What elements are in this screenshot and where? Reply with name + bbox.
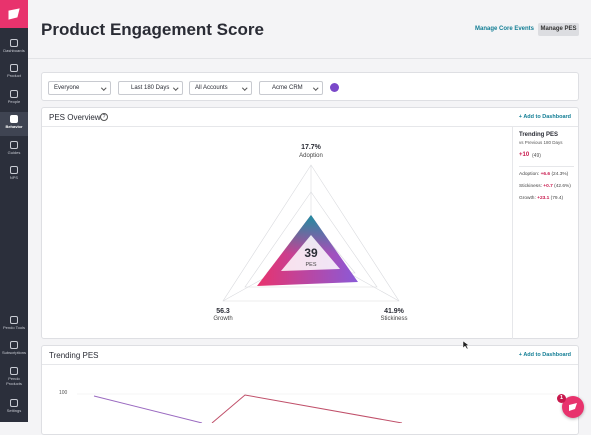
nav-item[interactable]: NPS: [0, 163, 28, 187]
trending-row: Stickiness: +0.7 (42.6%): [519, 184, 579, 196]
nav-label: Settings: [6, 408, 22, 413]
nav-item[interactable]: Subscriptions: [0, 338, 28, 362]
sidebar: Dashboards Product People Behavior Guides NPS…: [0, 0, 28, 422]
nav-icon: [10, 316, 18, 324]
account-dropdown[interactable]: All Accounts: [189, 81, 252, 95]
row-value: (79.4): [550, 196, 564, 201]
growth-label: Growth: [213, 316, 232, 322]
pes-score: 39: [304, 246, 318, 260]
nav-label: People: [7, 99, 21, 104]
trending-row: Growth: +23.1 (79.4): [519, 196, 579, 208]
trending-rows: Adoption: +6.6 (24.3%) Stickiness: +0.7 (…: [519, 172, 579, 208]
nav-icon: [10, 367, 18, 375]
row-value: (24.3%): [551, 172, 569, 177]
nav-label: Subscriptions: [1, 350, 26, 355]
filter-bar: Everyone Last 180 Days All Accounts Acme…: [41, 72, 579, 101]
trend-line: [211, 394, 403, 423]
add-to-dashboard-link[interactable]: + Add to Dashboard: [518, 114, 571, 120]
row-change: +0.7: [543, 184, 553, 189]
trending-change: +10: [519, 152, 530, 158]
cursor: [462, 340, 470, 350]
card-divider: [42, 364, 578, 365]
nav-icon: [10, 399, 18, 407]
trending-pes-card: Trending PES + Add to Dashboard 100: [41, 345, 579, 435]
nav-icon: [10, 341, 18, 349]
trending-title: Trending PES: [519, 132, 559, 138]
logo-icon: [8, 8, 20, 20]
nav-label: Product: [7, 73, 21, 78]
nav-label: NPS: [9, 175, 19, 180]
trending-row: Adoption: +6.6 (24.3%): [519, 172, 579, 184]
manage-core-events-link[interactable]: Manage Core Events: [475, 26, 535, 32]
row-label: Adoption:: [519, 172, 540, 177]
nav-icon: [10, 90, 18, 98]
page: { "sidebar": { "items": [ {"label": "Das…: [0, 0, 591, 422]
trending-subtitle: vs Previous 180 Days: [519, 140, 563, 145]
trend-chart: [77, 393, 562, 423]
nav-item[interactable]: Behavior: [0, 112, 28, 136]
page-title: Product Engagement Score: [41, 20, 264, 39]
stickiness-value: 41.9%: [384, 308, 405, 315]
notification-badge: 1: [557, 394, 566, 403]
panel-divider: [512, 127, 513, 339]
trend-line: [93, 395, 203, 423]
pes-overview-card: PES Overview ? + Add to Dashboard 17.7% …: [41, 107, 579, 339]
trending-divider: [519, 166, 574, 167]
nav-icon: [10, 141, 18, 149]
nav-label: Guides: [7, 150, 21, 155]
add-to-dashboard-link[interactable]: + Add to Dashboard: [518, 352, 571, 358]
nav-item[interactable]: Settings: [0, 396, 28, 420]
row-label: Growth:: [519, 196, 536, 201]
nav-icon: [10, 64, 18, 72]
row-value: (42.6%): [554, 184, 571, 189]
logo[interactable]: [0, 0, 28, 28]
nav-item[interactable]: Guides: [0, 138, 28, 162]
nav-label: Pendo Products: [6, 376, 22, 386]
help-icon[interactable]: ?: [100, 113, 108, 121]
stickiness-label: Stickiness: [380, 316, 407, 322]
nav-label: Behavior: [5, 124, 23, 129]
row-change: +23.1: [537, 196, 550, 201]
nav-label: Dashboards: [3, 48, 25, 53]
card-title: PES Overview: [49, 113, 101, 122]
nav-item[interactable]: Dashboards: [0, 36, 28, 60]
nav-item[interactable]: People: [0, 87, 28, 111]
row-change: +6.6: [540, 172, 551, 177]
app-dropdown[interactable]: Acme CRM: [259, 81, 323, 95]
nav-item[interactable]: Pendo Products: [0, 364, 28, 388]
date-dropdown[interactable]: Last 180 Days: [118, 81, 183, 95]
header-divider: [28, 58, 591, 59]
segment-dropdown[interactable]: Everyone: [48, 81, 111, 95]
nav-icon: [10, 115, 18, 123]
y-tick-label: 100: [59, 390, 68, 396]
card-divider: [42, 126, 578, 127]
radar-chart: 17.7% Adoption 56.3 Growth 41.9% Stickin…: [213, 144, 407, 322]
manage-pes-button[interactable]: Manage PES: [538, 23, 579, 36]
resource-center-icon: [569, 403, 577, 411]
nav-icon: [10, 166, 18, 174]
trending-previous: (49): [532, 153, 541, 159]
adoption-value: 17.7%: [301, 144, 322, 151]
nav-icon: [10, 39, 18, 47]
resource-center-button[interactable]: [562, 396, 584, 418]
card-title: Trending PES: [49, 351, 99, 360]
pes-score-label: PES: [305, 262, 316, 268]
radar-center: [281, 235, 340, 271]
row-label: Stickiness:: [519, 184, 542, 189]
refresh-button[interactable]: [330, 83, 339, 92]
adoption-label: Adoption: [299, 153, 323, 159]
nav-item[interactable]: Product: [0, 61, 28, 85]
growth-value: 56.3: [216, 308, 230, 315]
nav-label: Pendo Tools: [3, 325, 25, 330]
nav-item[interactable]: Pendo Tools: [0, 313, 28, 337]
